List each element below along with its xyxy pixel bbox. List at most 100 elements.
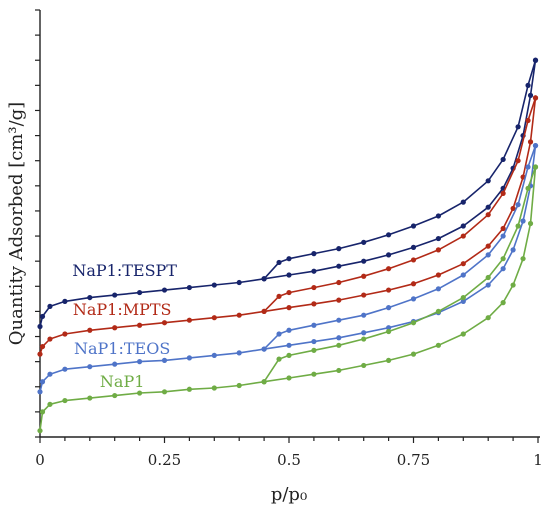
- adsorption-point: [47, 336, 53, 342]
- adsorption-point: [361, 330, 367, 336]
- desorption-point: [311, 322, 317, 328]
- desorption-point: [532, 164, 539, 170]
- adsorption-point: [435, 235, 441, 242]
- desorption-point: [361, 312, 367, 318]
- adsorption-point: [336, 335, 342, 341]
- desorption-point: [261, 346, 267, 352]
- adsorption-point: [410, 281, 417, 287]
- y-ticks: [35, 9, 40, 438]
- adsorption-point: [211, 352, 217, 358]
- adsorption-point: [236, 350, 242, 356]
- desorption-point: [276, 331, 282, 337]
- desorption-point: [515, 202, 521, 208]
- desorption-line: [263, 145, 537, 350]
- adsorption-point: [186, 317, 192, 323]
- adsorption-line: [39, 97, 537, 355]
- x-tick-label: 0.25: [148, 451, 181, 469]
- adsorption-point: [361, 292, 367, 298]
- adsorption-point: [311, 338, 317, 345]
- adsorption-point: [500, 225, 506, 232]
- adsorption-point: [37, 389, 43, 395]
- adsorption-point: [460, 223, 466, 229]
- adsorption-point: [137, 359, 143, 365]
- adsorption-point: [137, 289, 143, 296]
- desorption-point: [532, 57, 539, 63]
- adsorption-point: [236, 312, 242, 318]
- adsorption-point: [39, 379, 46, 385]
- desorption-point: [361, 336, 367, 342]
- desorption-point: [485, 252, 491, 258]
- adsorption-point: [87, 395, 93, 401]
- desorption-point: [361, 273, 367, 279]
- adsorption-line: [39, 145, 537, 392]
- adsorption-point: [460, 298, 466, 304]
- desorption-point: [336, 279, 342, 286]
- desorption-point: [515, 223, 521, 229]
- adsorption-point: [410, 351, 417, 357]
- adsorption-point: [161, 389, 168, 395]
- adsorption-point: [161, 357, 168, 363]
- adsorption-point: [47, 303, 53, 309]
- adsorption-point: [39, 313, 46, 320]
- desorption-point: [386, 328, 392, 335]
- desorption-point: [311, 251, 317, 257]
- adsorption-point: [286, 375, 292, 381]
- desorption-line: [263, 97, 537, 312]
- adsorption-line: [39, 166, 537, 431]
- desorption-point: [460, 233, 466, 239]
- adsorption-point: [386, 287, 392, 293]
- adsorption-point: [485, 315, 491, 321]
- adsorption-point: [112, 292, 118, 298]
- adsorption-point: [361, 258, 367, 264]
- adsorption-point: [311, 371, 317, 377]
- adsorption-point: [286, 305, 292, 311]
- series-label: NaP1: [100, 372, 144, 391]
- desorption-point: [410, 257, 417, 263]
- desorption-point: [386, 232, 392, 238]
- adsorption-point: [47, 371, 53, 377]
- desorption-point: [286, 256, 292, 262]
- desorption-point: [336, 342, 342, 348]
- desorption-point: [410, 296, 417, 302]
- desorption-point: [500, 256, 506, 262]
- adsorption-point: [500, 266, 506, 272]
- adsorption-point: [460, 331, 466, 337]
- adsorption-point: [37, 428, 43, 434]
- desorption-point: [261, 308, 267, 315]
- adsorption-point: [62, 331, 68, 337]
- adsorption-point: [527, 92, 534, 98]
- desorption-point: [286, 327, 292, 333]
- adsorption-point: [510, 247, 516, 253]
- desorption-point: [485, 212, 491, 218]
- adsorption-point: [87, 327, 93, 333]
- axes: [39, 10, 540, 438]
- desorption-point: [500, 233, 506, 239]
- desorption-point: [410, 223, 417, 229]
- adsorption-point: [336, 297, 342, 303]
- desorption-point: [525, 185, 531, 191]
- adsorption-point: [510, 282, 516, 288]
- desorption-point: [525, 82, 531, 88]
- desorption-point: [311, 284, 317, 291]
- series-label: NaP1:TESPT: [72, 261, 177, 280]
- adsorption-point: [386, 357, 392, 363]
- adsorption-point: [62, 366, 68, 372]
- desorption-point: [515, 158, 521, 164]
- adsorption-point: [186, 355, 192, 361]
- adsorption-point: [485, 204, 491, 210]
- adsorption-point: [485, 282, 491, 288]
- adsorption-point: [112, 325, 118, 331]
- adsorption-point: [112, 361, 118, 367]
- desorption-point: [286, 289, 292, 296]
- adsorption-point: [186, 284, 192, 291]
- adsorption-point: [161, 320, 168, 326]
- desorption-point: [485, 274, 491, 281]
- adsorption-point: [236, 382, 242, 389]
- adsorption-point: [286, 272, 292, 278]
- adsorption-point: [510, 205, 516, 212]
- desorption-point: [336, 317, 342, 323]
- desorption-point: [261, 276, 267, 282]
- adsorption-point: [311, 301, 317, 307]
- desorption-point: [532, 95, 539, 101]
